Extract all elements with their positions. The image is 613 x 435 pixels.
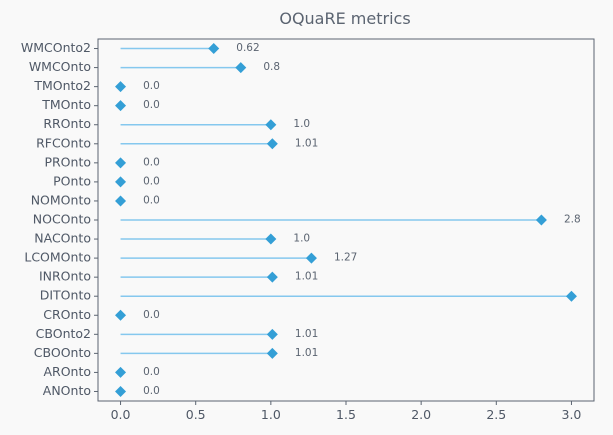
y-tick-label-NOCOnto: NOCOnto bbox=[33, 212, 91, 227]
y-tick-label-TMOnto2: TMOnto2 bbox=[33, 78, 91, 93]
stems-group bbox=[120, 47, 572, 355]
marker-CBOnto2 bbox=[266, 328, 278, 340]
chart-title: OQuaRE metrics bbox=[279, 9, 410, 28]
value-label-PROnto: 0.0 bbox=[143, 156, 160, 168]
marker-POnto bbox=[115, 176, 127, 188]
y-tick-label-RROnto: RROnto bbox=[43, 116, 91, 131]
marker-AROnto bbox=[115, 366, 127, 378]
y-tick-label-ANOnto: ANOnto bbox=[43, 383, 91, 398]
value-label-TMOnto: 0.0 bbox=[143, 99, 160, 111]
y-tick-label-CBOOnto: CBOOnto bbox=[34, 345, 91, 360]
y-tick-label-NACOnto: NACOnto bbox=[34, 231, 91, 246]
marker-WMCOnto2 bbox=[208, 43, 220, 55]
value-label-AROnto: 0.0 bbox=[143, 366, 160, 378]
marker-TMOnto2 bbox=[115, 81, 127, 93]
marker-RFCOnto bbox=[266, 138, 278, 150]
value-label-WMCOnto: 0.8 bbox=[263, 61, 280, 73]
marker-RROnto bbox=[265, 119, 277, 131]
y-tick-label-INROnto: INROnto bbox=[39, 269, 91, 284]
marker-NOCOnto bbox=[535, 214, 547, 226]
y-tick-label-NOMOnto: NOMOnto bbox=[31, 192, 91, 207]
value-label-RFCOnto: 1.01 bbox=[295, 137, 318, 149]
marker-CROnto bbox=[115, 309, 127, 321]
x-ticks-group: 0.0 0.5 1.0 1.5 2.0 2.5 3.0 bbox=[111, 401, 582, 422]
value-label-TMOnto2: 0.0 bbox=[143, 80, 160, 92]
value-label-NOCOnto: 2.8 bbox=[564, 214, 581, 226]
value-label-NACOnto: 1.0 bbox=[293, 233, 310, 245]
value-label-CROnto: 0.0 bbox=[143, 309, 160, 321]
marker-TMOnto bbox=[115, 100, 127, 112]
x-tick-label-2: 1.0 bbox=[261, 407, 281, 422]
value-label-CBOnto2: 1.01 bbox=[295, 328, 318, 340]
y-tick-label-DITOnto: DITOnto bbox=[40, 288, 91, 303]
y-tick-label-TMOnto: TMOnto bbox=[41, 97, 91, 112]
value-label-NOMOnto: 0.0 bbox=[143, 194, 160, 206]
value-labels-group: 0.0 0.0 1.01 1.01 0.0 1.01 1.27 1.0 2.8 0.0 0.0 0.0… bbox=[143, 42, 581, 397]
value-label-ANOnto: 0.0 bbox=[143, 385, 160, 397]
marker-WMCOnto bbox=[235, 62, 247, 74]
x-tick-label-1: 0.5 bbox=[186, 407, 206, 422]
x-tick-label-4: 2.0 bbox=[411, 407, 431, 422]
x-tick-label-0: 0.0 bbox=[111, 407, 131, 422]
value-label-WMCOnto2: 0.62 bbox=[236, 42, 259, 54]
marker-CBOOnto bbox=[266, 347, 278, 359]
y-tick-label-WMCOnto: WMCOnto bbox=[29, 59, 91, 74]
y-tick-label-PROnto: PROnto bbox=[44, 154, 91, 169]
x-tick-label-6: 3.0 bbox=[562, 407, 582, 422]
y-tick-labels-group: ANOnto AROnto CBOOnto CBOnto2 CROnto DITOnto I… bbox=[21, 40, 98, 398]
y-tick-label-CBOnto2: CBOnto2 bbox=[36, 326, 91, 341]
y-tick-label-LCOMOnto: LCOMOnto bbox=[24, 250, 91, 265]
value-label-LCOMOnto: 1.27 bbox=[334, 252, 357, 264]
marker-PROnto bbox=[115, 157, 127, 169]
marker-NACOnto bbox=[265, 233, 277, 245]
y-tick-label-AROnto: AROnto bbox=[43, 364, 91, 379]
x-tick-label-5: 2.5 bbox=[486, 407, 506, 422]
value-label-RROnto: 1.0 bbox=[293, 118, 310, 130]
markers-group bbox=[115, 43, 577, 397]
y-tick-label-CROnto: CROnto bbox=[43, 307, 91, 322]
marker-INROnto bbox=[266, 271, 278, 283]
value-label-CBOOnto: 1.01 bbox=[295, 347, 318, 359]
marker-DITOnto bbox=[565, 290, 577, 302]
marker-LCOMOnto bbox=[305, 252, 317, 264]
value-label-POnto: 0.0 bbox=[143, 175, 160, 187]
x-tick-label-3: 1.5 bbox=[336, 407, 356, 422]
y-tick-label-RFCOnto: RFCOnto bbox=[36, 135, 91, 150]
y-tick-label-WMCOnto2: WMCOnto2 bbox=[21, 40, 91, 55]
plot-area: 0.00.01.011.010.01.011.271.02.80.00.00.0… bbox=[21, 38, 595, 422]
marker-NOMOnto bbox=[115, 195, 127, 207]
value-label-INROnto: 1.01 bbox=[295, 271, 318, 283]
y-tick-label-POnto: POnto bbox=[53, 173, 91, 188]
marker-ANOnto bbox=[115, 385, 127, 397]
